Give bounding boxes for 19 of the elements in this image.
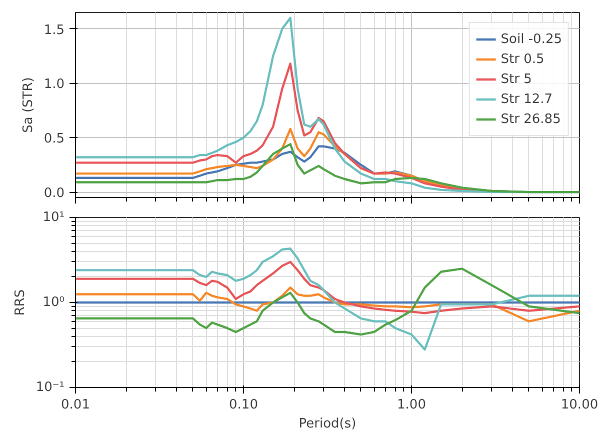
legend-label: Str 0.5	[500, 52, 544, 66]
x-axis-title: Period(s)	[298, 416, 356, 432]
y-tick-label: 10⁻¹	[36, 380, 65, 395]
legend-label: Str 12.7	[500, 92, 553, 106]
x-tick-label: 10.00	[560, 398, 598, 412]
legend-label: Str 5	[500, 72, 532, 86]
legend-label: Str 26.85	[500, 112, 561, 126]
y-tick-label: 10⁰	[42, 295, 65, 310]
y-axis-title: Sa (STR)	[20, 77, 36, 133]
y-tick-label: 1.5	[44, 22, 65, 38]
y-tick-label: 0.5	[44, 132, 65, 147]
x-tick-label: 1.00	[397, 398, 426, 412]
y-tick-label: 10¹	[42, 210, 65, 225]
x-tick-label: 0.01	[61, 398, 90, 412]
legend-label: Soil -0.25	[500, 32, 562, 46]
y-tick-label: 0.0	[44, 186, 65, 202]
y-tick-label: 1.0	[44, 77, 65, 92]
y-axis-title: RRS	[12, 289, 28, 316]
x-tick-label: 0.10	[229, 398, 258, 412]
